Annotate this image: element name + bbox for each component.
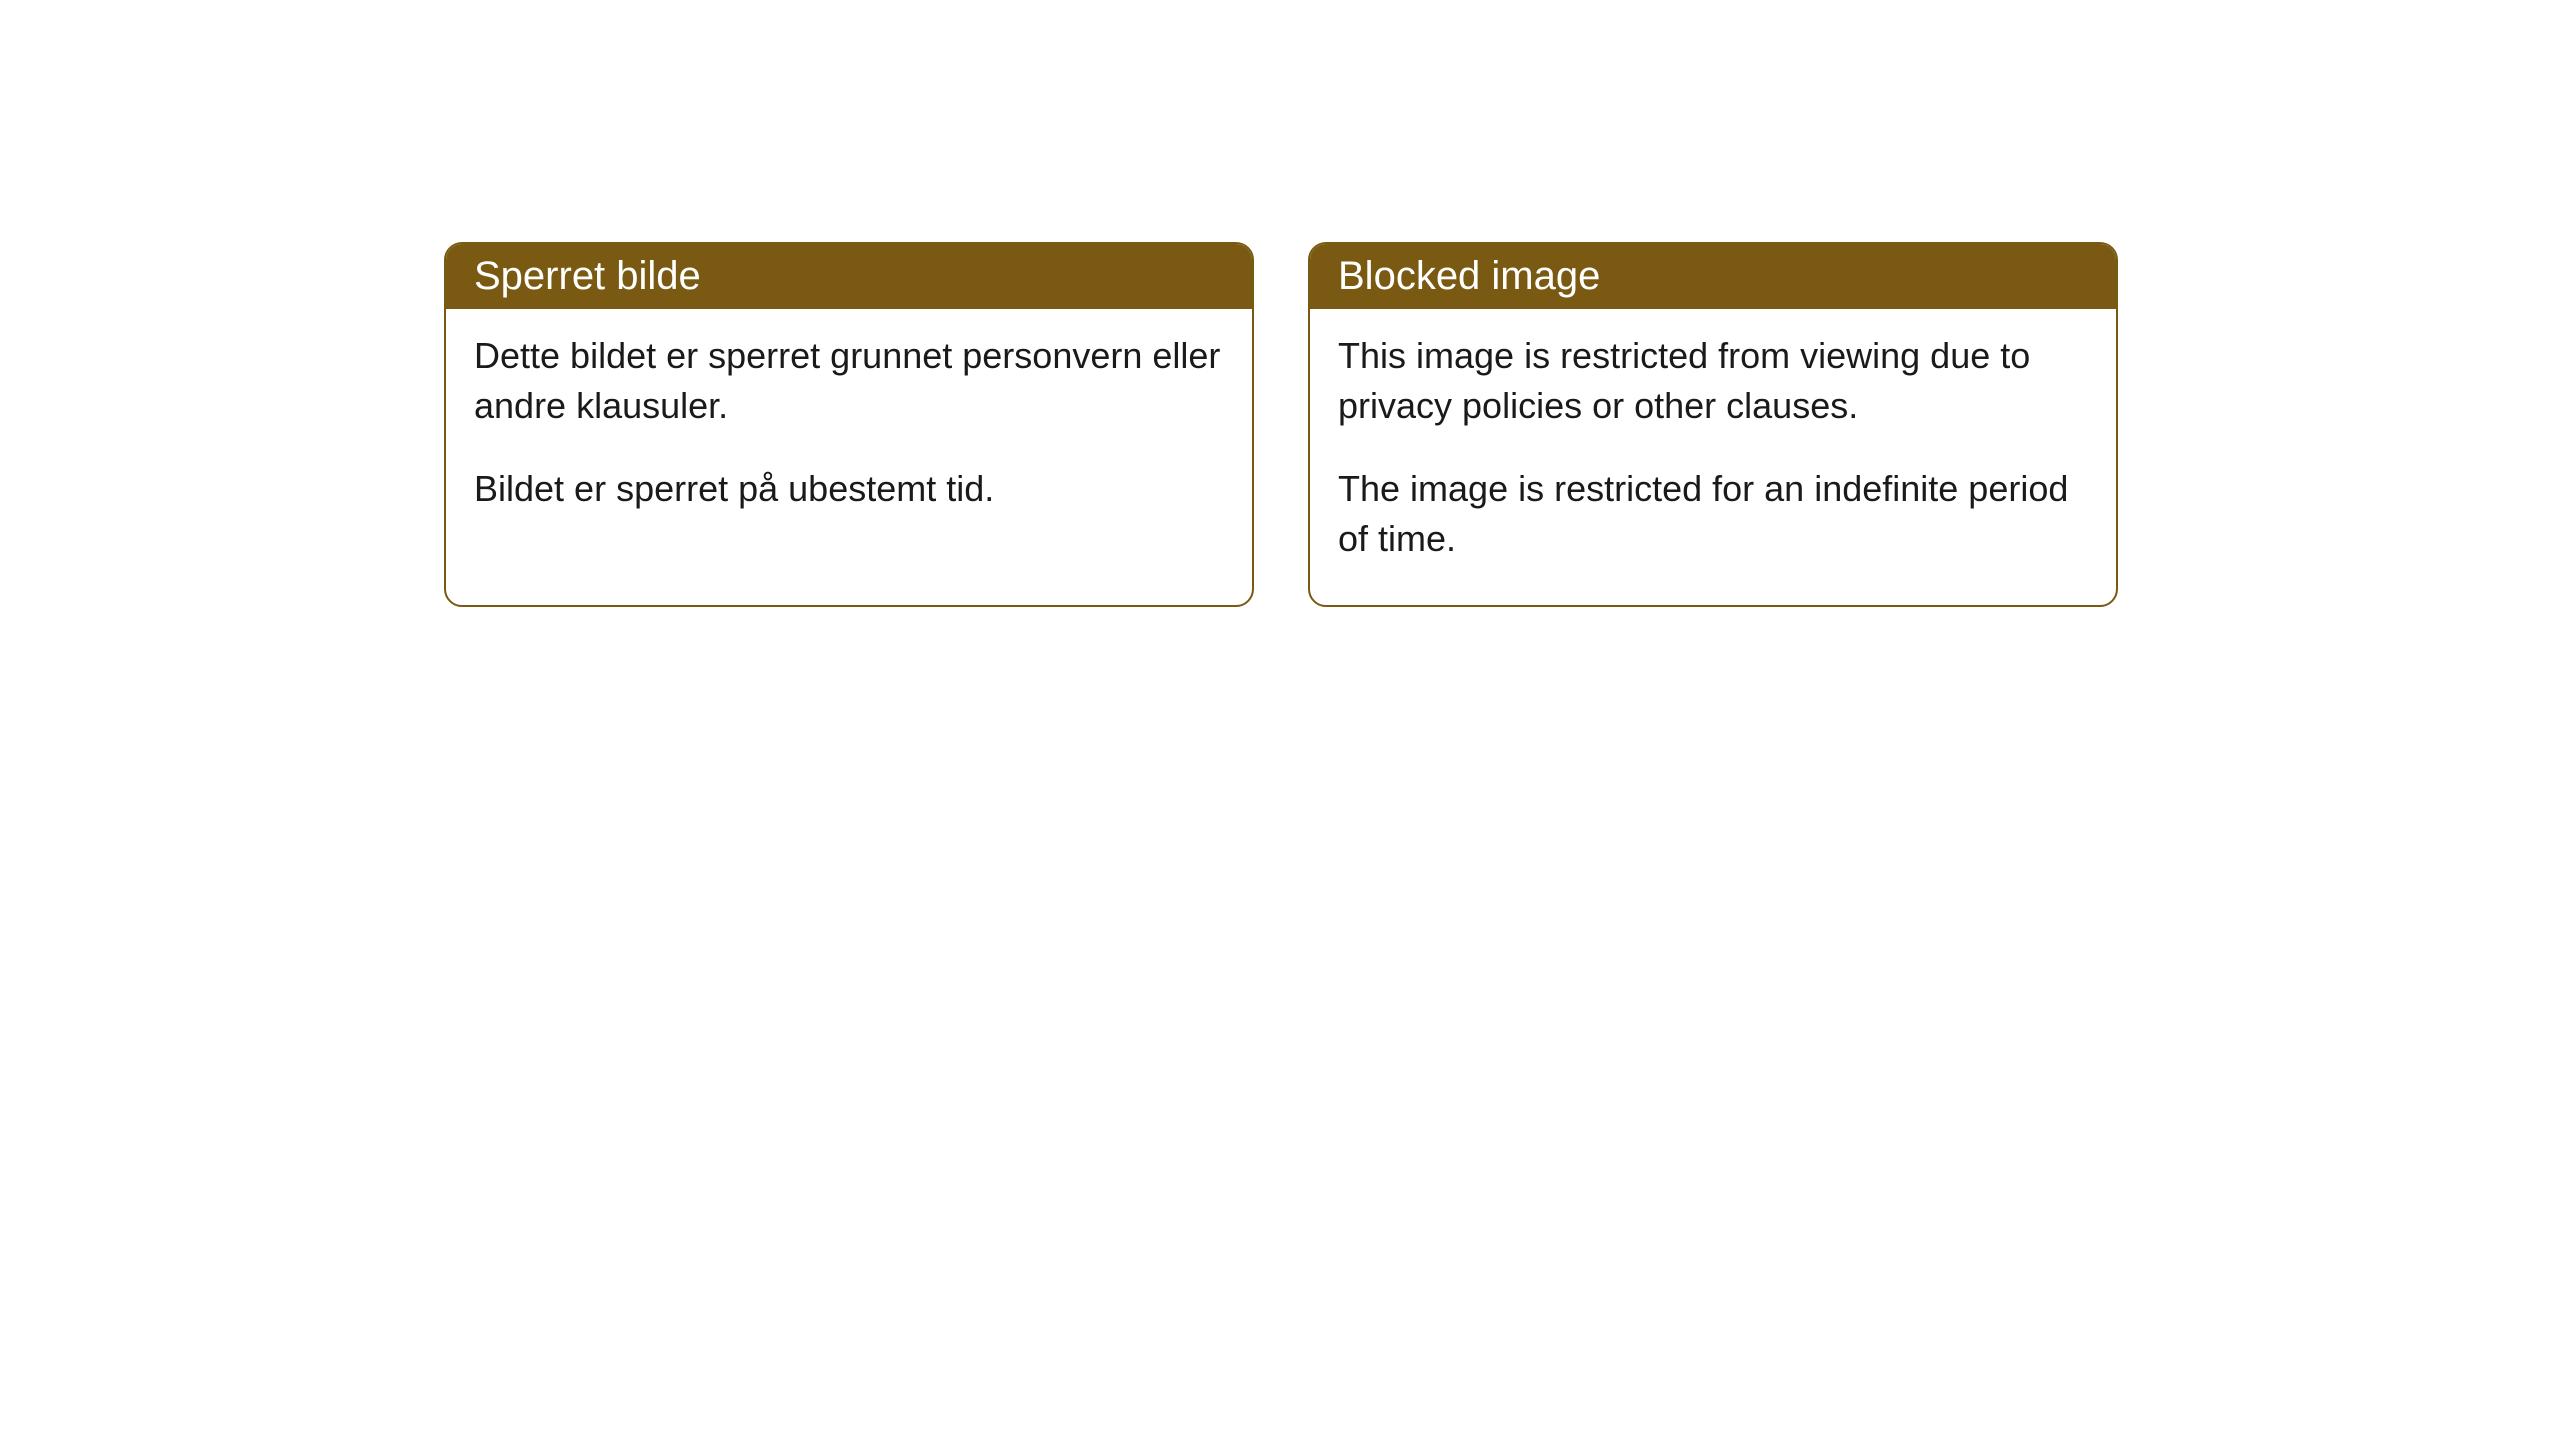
card-body: Dette bildet er sperret grunnet personve… <box>446 309 1252 554</box>
notice-card-norwegian: Sperret bilde Dette bildet er sperret gr… <box>444 242 1254 607</box>
notice-card-english: Blocked image This image is restricted f… <box>1308 242 2118 607</box>
card-paragraph: The image is restricted for an indefinit… <box>1338 464 2088 565</box>
card-body: This image is restricted from viewing du… <box>1310 309 2116 605</box>
card-paragraph: Dette bildet er sperret grunnet personve… <box>474 331 1224 432</box>
card-header: Sperret bilde <box>446 244 1252 309</box>
card-paragraph: Bildet er sperret på ubestemt tid. <box>474 464 1224 514</box>
card-header: Blocked image <box>1310 244 2116 309</box>
card-paragraph: This image is restricted from viewing du… <box>1338 331 2088 432</box>
notice-cards-container: Sperret bilde Dette bildet er sperret gr… <box>444 242 2118 607</box>
card-title: Blocked image <box>1338 254 1600 298</box>
card-title: Sperret bilde <box>474 254 701 298</box>
